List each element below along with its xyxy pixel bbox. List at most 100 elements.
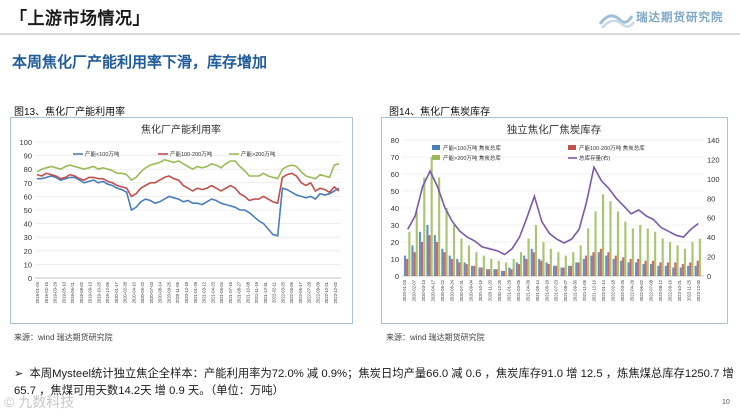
x-tick-label: 2020-09-04 — [468, 279, 473, 301]
y2-tick-label: 120 — [707, 155, 720, 164]
x-tick-label: 2020-04-17 — [430, 279, 435, 301]
summary-bullet: ➢ 本周Mysteel统计独立焦企全样本：产能利用率为72.0% 减 0.9%；焦… — [14, 366, 734, 400]
inventory-bar — [564, 255, 567, 276]
inventory-bar — [629, 259, 632, 276]
inventory-bar — [495, 269, 498, 276]
inventory-bar — [406, 259, 409, 276]
y-tick-label: 70 — [391, 153, 399, 162]
inventory-bar — [438, 177, 441, 276]
inventory-bar — [408, 231, 411, 276]
inventory-bar — [542, 242, 545, 276]
inventory-bar — [616, 211, 620, 276]
inventory-bar — [605, 255, 608, 276]
y-tick-label: 40 — [391, 204, 399, 213]
legend-label: 产能>200万吨 焦炭总库 — [443, 154, 501, 162]
inventory-bar — [500, 270, 504, 276]
logo-icon — [598, 14, 635, 29]
inventory-bar — [520, 252, 523, 276]
inventory-bar — [652, 260, 655, 276]
inventory-bar — [458, 262, 461, 276]
x-tick-label: 2021-03-05 — [516, 279, 521, 301]
inventory-bar — [418, 231, 422, 276]
y-tick-label: 10 — [391, 255, 399, 264]
x-tick-label: 2021-07-16 — [228, 281, 233, 303]
y-tick-label: 20 — [391, 238, 399, 247]
inventory-bar — [614, 255, 617, 276]
inventory-bar — [530, 248, 533, 276]
x-tick-label: 2019-01-04 — [35, 281, 40, 303]
y-tick-label: 0 — [395, 272, 399, 281]
inventory-bar — [549, 248, 552, 276]
x-tick-label: 2021-01-29 — [506, 279, 511, 301]
y2-tick-label: 100 — [707, 175, 720, 184]
inventory-bar — [669, 242, 672, 276]
header-divider — [0, 33, 740, 35]
x-tick-label: 2020-10-16 — [478, 279, 483, 301]
page-title-text: 上游市场情况 — [27, 9, 133, 28]
inventory-bar — [413, 252, 416, 276]
inventory-bar — [553, 265, 556, 276]
x-tick-label: 2022-03-25 — [620, 279, 625, 301]
inventory-bar — [661, 238, 664, 276]
summary-text: 本周Mysteel统计独立焦企全样本：产能利用率为72.0% 减 0.9%；焦炭… — [14, 368, 734, 397]
inventory-bar — [644, 260, 647, 276]
chart-13-svg: 焦化厂产能利用率 0 10 20 30 40 50 60 70 80 90 100 2019-01-04… — [19, 123, 341, 303]
inventory-bar — [659, 262, 662, 276]
inventory-bar — [696, 260, 699, 276]
x-tick-label: 2022-12-02 — [333, 281, 338, 303]
inventory-bar — [527, 238, 530, 276]
x-tick-label: 2020-04-10 — [131, 281, 136, 303]
x-tick-label: 2020-07-31 — [459, 279, 464, 301]
inventory-bar — [635, 262, 638, 276]
x-tick-label: 2022-11-25 — [687, 279, 692, 301]
legend-label: 产能<100万吨 焦炭总库 — [443, 144, 501, 152]
inventory-bar — [694, 265, 697, 276]
y-tick-label: 70 — [24, 179, 32, 188]
y2-tick-label: 140 — [707, 136, 720, 145]
inventory-bar — [555, 265, 558, 276]
x-tick-label: 2020-05-22 — [140, 281, 145, 303]
inventory-bar — [592, 252, 595, 276]
x-tick-label: 2022-07-29 — [307, 281, 312, 303]
inventory-bar — [642, 264, 645, 276]
y-tick-label: 50 — [391, 187, 399, 196]
x-tick-label: 2019-06-21 — [70, 281, 75, 303]
chart-14-title: 独立焦化厂焦炭库存 — [507, 123, 602, 136]
page-title: 「上游市场情况」 — [10, 4, 150, 29]
figure-14-source: 来源：wind 瑞达期货研究院 — [386, 333, 485, 342]
inventory-bar — [590, 255, 593, 276]
x-tick-label: 2022-09-09 — [315, 281, 320, 303]
inventory-bar — [423, 177, 426, 276]
x-tick-label: 2019-08-02 — [79, 281, 84, 303]
chart-capacity-utilization: 焦化厂产能利用率 0 10 20 30 40 50 60 70 80 90 100 2019-01-04… — [10, 117, 353, 324]
inventory-bar — [411, 245, 414, 276]
slide-subtitle: 本周焦化厂产能利用率下滑，库存增加 — [12, 54, 268, 71]
inventory-bar — [505, 262, 508, 276]
y-tick-label: 60 — [24, 192, 32, 201]
inventory-bar — [443, 252, 446, 276]
y-tick-label: 40 — [24, 220, 32, 229]
inventory-bar — [562, 267, 565, 276]
inventory-bar — [463, 262, 466, 276]
inventory-bar — [508, 267, 511, 276]
x-tick-label: 2020-11-06 — [175, 281, 180, 303]
y2-tick-label: 40 — [707, 233, 715, 242]
x-tick-label: 2022-12-30 — [696, 279, 701, 301]
legend-label: 总库存量(右) — [579, 154, 610, 162]
inventory-bar — [557, 252, 560, 276]
series-line — [36, 172, 340, 205]
inventory-bar — [478, 267, 481, 276]
inventory-bar — [510, 269, 513, 276]
y-tick-label: 30 — [24, 233, 32, 242]
logo-text: 瑞达期货研究院 — [636, 12, 724, 24]
inventory-bar — [435, 242, 439, 276]
y-tick-label: 80 — [391, 136, 399, 145]
inventory-bar — [657, 265, 660, 276]
x-tick-label: 2020-03-13 — [421, 279, 426, 301]
legend-label: 产能100-200万吨 — [170, 150, 213, 158]
inventory-bar — [421, 242, 424, 276]
inventory-bar — [415, 211, 418, 276]
inventory-bar — [460, 238, 463, 276]
x-tick-label: 2021-10-08 — [245, 281, 250, 303]
x-tick-label: 2019-03-29 — [53, 281, 58, 303]
